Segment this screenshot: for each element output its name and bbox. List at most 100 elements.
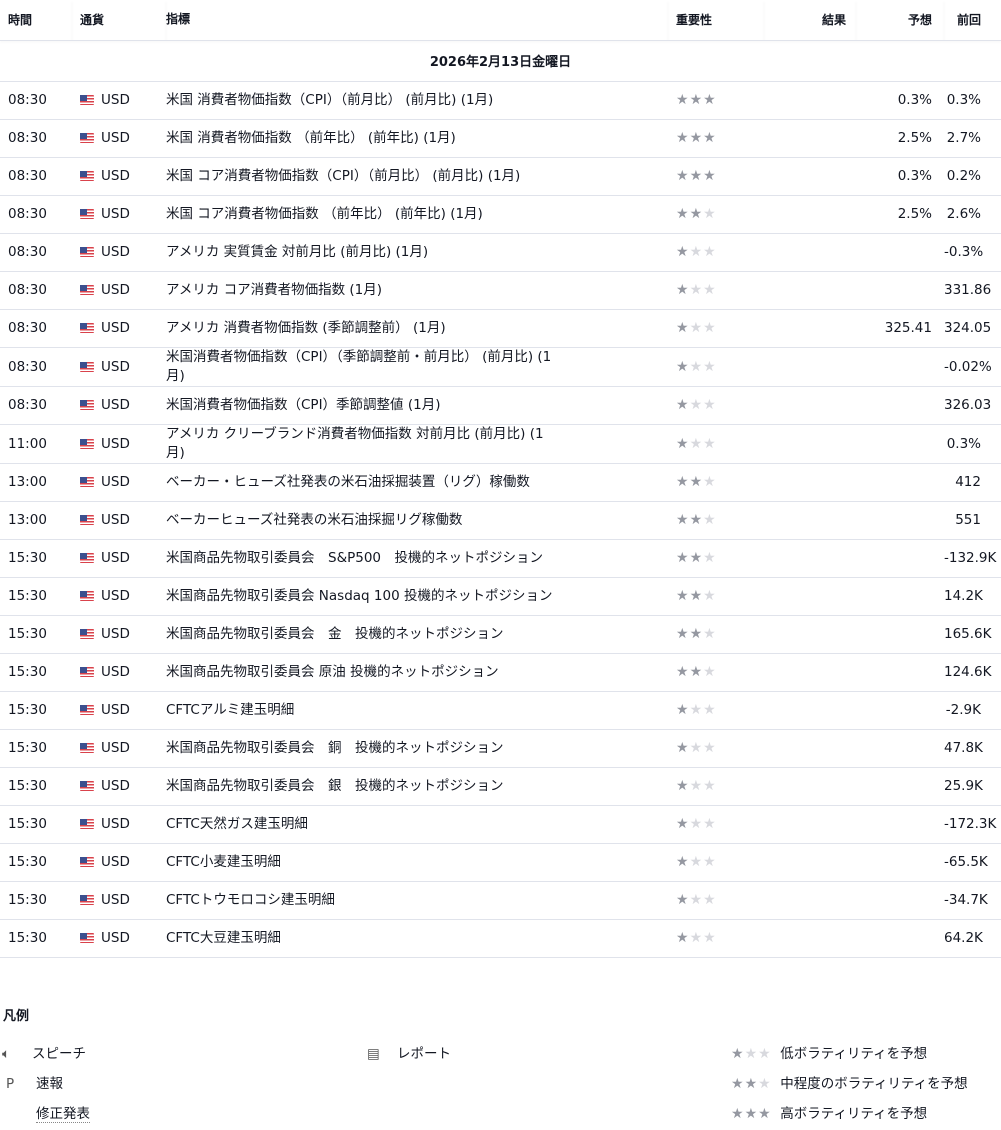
event-row[interactable]: 15:30 USD CFTC大豆建玉明細 ★★★ 64.2K — [0, 919, 1001, 958]
currency-code: USD — [101, 854, 130, 870]
event-row[interactable]: 15:30 USD 米国商品先物取引委員会 Nasdaq 100 投機的ネットポ… — [0, 577, 1001, 616]
event-name[interactable]: CFTCトウモロコシ建玉明細 — [166, 881, 668, 920]
us-flag-icon — [80, 133, 94, 143]
event-time: 15:30 — [0, 767, 72, 806]
event-name[interactable]: CFTCアルミ建玉明細 — [166, 691, 668, 730]
event-previous: 0.3% — [944, 81, 1001, 120]
event-previous: -0.3% — [944, 233, 1001, 272]
event-row[interactable]: 15:30 USD 米国商品先物取引委員会 銀 投機的ネットポジション ★★★ … — [0, 767, 1001, 806]
star-icon: ★ — [676, 588, 690, 604]
us-flag-icon — [80, 247, 94, 257]
legend-preliminary-label: 速報 — [36, 1076, 63, 1092]
event-row[interactable]: 15:30 USD 米国商品先物取引委員会 金 投機的ネットポジション ★★★ … — [0, 615, 1001, 654]
event-time: 13:00 — [0, 463, 72, 502]
speaker-icon: 🔈︎ — [2, 1046, 11, 1062]
star-icon: ★ — [676, 778, 690, 794]
event-actual — [764, 271, 856, 310]
event-importance: ★★★ — [668, 881, 764, 920]
event-name[interactable]: 米国商品先物取引委員会 金 投機的ネットポジション — [166, 615, 668, 654]
event-name[interactable]: 米国商品先物取引委員会 S&P500 投機的ネットポジション — [166, 539, 668, 578]
star-icon: ★ — [689, 892, 704, 908]
header-importance[interactable]: 重要性 — [668, 0, 764, 41]
event-row[interactable]: 15:30 USD 米国商品先物取引委員会 原油 投機的ネットポジション ★★★… — [0, 653, 1001, 692]
event-row[interactable]: 15:30 USD CFTCトウモロコシ建玉明細 ★★★ -34.7K — [0, 881, 1001, 920]
stars-icon: ★★★ — [731, 1106, 772, 1122]
event-row[interactable]: 15:30 USD 米国商品先物取引委員会 S&P500 投機的ネットポジション… — [0, 539, 1001, 578]
event-row[interactable]: 08:30 USD アメリカ 消費者物価指数 (季節調整前） (1月) ★★★ … — [0, 309, 1001, 348]
event-name[interactable]: CFTC大豆建玉明細 — [166, 919, 668, 958]
event-row[interactable]: 08:30 USD 米国 コア消費者物価指数（CPI）（前月比） (前月比) (… — [0, 157, 1001, 196]
event-name[interactable]: ベーカー・ヒューズ社発表の米石油採掘装置（リグ）稼働数 — [166, 463, 668, 502]
event-row[interactable]: 08:30 USD アメリカ コア消費者物価指数 (1月) ★★★ 331.86 — [0, 271, 1001, 310]
event-name[interactable]: アメリカ コア消費者物価指数 (1月) — [166, 271, 668, 310]
event-row[interactable]: 15:30 USD CFTC天然ガス建玉明細 ★★★ -172.3K — [0, 805, 1001, 844]
event-actual — [764, 919, 856, 958]
event-row[interactable]: 08:30 USD 米国消費者物価指数（CPI）季節調整値 (1月) ★★★ 3… — [0, 386, 1001, 425]
event-row[interactable]: 15:30 USD CFTC小麦建玉明細 ★★★ -65.5K — [0, 843, 1001, 882]
event-name[interactable]: アメリカ クリーブランド消費者物価指数 対前月比 (前月比) (1月) — [166, 424, 668, 464]
header-indicator[interactable]: 指標 — [166, 0, 668, 41]
event-row[interactable]: 15:30 USD 米国商品先物取引委員会 銅 投機的ネットポジション ★★★ … — [0, 729, 1001, 768]
event-name[interactable]: ベーカーヒューズ社発表の米石油採掘リグ稼働数 — [166, 501, 668, 540]
star-icon: ★ — [703, 397, 717, 413]
event-row[interactable]: 08:30 USD 米国消費者物価指数（CPI）（季節調整前・前月比） (前月比… — [0, 347, 1001, 387]
star-icon: ★ — [703, 740, 717, 756]
star-icon: ★ — [676, 168, 690, 184]
header-actual[interactable]: 結果 — [764, 0, 856, 41]
event-name[interactable]: CFTC小麦建玉明細 — [166, 843, 668, 882]
event-row[interactable]: 08:30 USD 米国 消費者物価指数 （前年比） (前年比) (1月) ★★… — [0, 119, 1001, 158]
event-name[interactable]: アメリカ 消費者物価指数 (季節調整前） (1月) — [166, 309, 668, 348]
event-time: 11:00 — [0, 424, 72, 464]
star-icon: ★ — [703, 282, 717, 298]
event-name[interactable]: 米国商品先物取引委員会 Nasdaq 100 投機的ネットポジション — [166, 577, 668, 616]
event-name[interactable]: CFTC天然ガス建玉明細 — [166, 805, 668, 844]
event-previous: 64.2K — [944, 919, 1001, 958]
star-icon: ★ — [689, 130, 704, 146]
event-name[interactable]: 米国商品先物取引委員会 原油 投機的ネットポジション — [166, 653, 668, 692]
event-name[interactable]: アメリカ 実質賃金 対前月比 (前月比) (1月) — [166, 233, 668, 272]
header-previous[interactable]: 前回 — [944, 0, 1001, 41]
header-forecast[interactable]: 予想 — [856, 0, 944, 41]
event-name[interactable]: 米国商品先物取引委員会 銀 投機的ネットポジション — [166, 767, 668, 806]
event-forecast — [856, 233, 944, 272]
event-row[interactable]: 13:00 USD ベーカー・ヒューズ社発表の米石油採掘装置（リグ）稼働数 ★★… — [0, 463, 1001, 502]
star-icon: ★ — [676, 435, 690, 452]
header-currency[interactable]: 通貨 — [72, 0, 166, 41]
star-icon: ★ — [703, 320, 717, 336]
event-actual — [764, 233, 856, 272]
event-name[interactable]: 米国 コア消費者物価指数（CPI）（前月比） (前月比) (1月) — [166, 157, 668, 196]
header-time[interactable]: 時間 — [0, 0, 72, 41]
event-name[interactable]: 米国消費者物価指数（CPI）（季節調整前・前月比） (前月比) (1月) — [166, 347, 668, 387]
event-forecast — [856, 463, 944, 502]
event-row[interactable]: 15:30 USD CFTCアルミ建玉明細 ★★★ -2.9K — [0, 691, 1001, 730]
star-icon: ★ — [676, 397, 690, 413]
event-previous: 2.6% — [944, 195, 1001, 234]
event-row[interactable]: 08:30 USD 米国 コア消費者物価指数 （前年比） (前年比) (1月) … — [0, 195, 1001, 234]
event-currency: USD — [72, 501, 166, 540]
star-icon: ★ — [703, 206, 717, 222]
event-name[interactable]: 米国 コア消費者物価指数 （前年比） (前年比) (1月) — [166, 195, 668, 234]
currency-code: USD — [101, 92, 130, 108]
event-importance: ★★★ — [668, 81, 764, 120]
event-forecast — [856, 805, 944, 844]
event-row[interactable]: 08:30 USD 米国 消費者物価指数（CPI）（前月比） (前月比) (1月… — [0, 81, 1001, 120]
event-name[interactable]: 米国消費者物価指数（CPI）季節調整値 (1月) — [166, 386, 668, 425]
event-row[interactable]: 08:30 USD アメリカ 実質賃金 対前月比 (前月比) (1月) ★★★ … — [0, 233, 1001, 272]
event-row[interactable]: 13:00 USD ベーカーヒューズ社発表の米石油採掘リグ稼働数 ★★★ 551 — [0, 501, 1001, 540]
star-icon: ★ — [703, 588, 717, 604]
event-actual — [764, 653, 856, 692]
event-name[interactable]: 米国 消費者物価指数（CPI）（前月比） (前月比) (1月) — [166, 81, 668, 120]
star-icon: ★ — [676, 130, 690, 146]
event-name[interactable]: 米国 消費者物価指数 （前年比） (前年比) (1月) — [166, 119, 668, 158]
event-time: 08:30 — [0, 233, 72, 272]
star-icon: ★ — [689, 92, 704, 108]
us-flag-icon — [80, 209, 94, 219]
event-previous: 2.7% — [944, 119, 1001, 158]
event-name[interactable]: 米国商品先物取引委員会 銅 投機的ネットポジション — [166, 729, 668, 768]
star-icon: ★ — [689, 474, 704, 490]
event-previous: 331.86 — [944, 271, 1001, 310]
star-icon: ★ — [689, 930, 704, 946]
currency-code: USD — [101, 892, 130, 908]
event-importance: ★★★ — [668, 157, 764, 196]
event-row[interactable]: 11:00 USD アメリカ クリーブランド消費者物価指数 対前月比 (前月比)… — [0, 424, 1001, 464]
